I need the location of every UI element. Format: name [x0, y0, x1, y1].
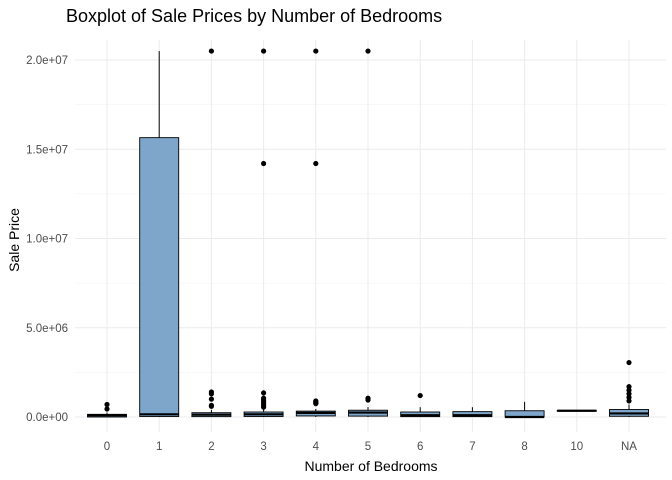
y-tick-label: 5.0e+06	[26, 323, 68, 335]
outlier-point	[104, 406, 110, 412]
x-tick-label: 5	[365, 441, 371, 453]
x-tick-label: NA	[621, 441, 637, 453]
x-tick-label: 7	[469, 441, 475, 453]
outlier-point	[208, 402, 214, 408]
x-axis-ticks: 0 1 2 3 4 5 6 7 8 10 NA	[104, 441, 638, 453]
outlier-point	[261, 390, 267, 396]
y-tick-label: 0.0e+00	[26, 412, 68, 424]
box-0	[87, 401, 127, 418]
outlier-point	[626, 359, 632, 366]
outlier-point	[417, 392, 423, 399]
y-tick-label: 1.5e+07	[26, 144, 68, 156]
y-axis-ticks: 0.0e+00 5.0e+06 1.0e+07 1.5e+07 2.0e+07	[26, 55, 68, 424]
outlier-point	[208, 48, 214, 54]
box-5	[348, 48, 388, 417]
y-tick-label: 2.0e+07	[26, 55, 68, 67]
outlier-point	[313, 398, 319, 404]
x-axis-title: Number of Bedrooms	[304, 458, 437, 474]
outlier-point	[626, 394, 632, 400]
outlier-point	[208, 389, 214, 395]
x-tick-label: 2	[208, 441, 214, 453]
outlier-point	[626, 387, 632, 393]
box-6	[400, 392, 441, 418]
box-1	[139, 51, 180, 417]
x-tick-label: 0	[104, 441, 110, 453]
outlier-point	[104, 401, 110, 408]
x-tick-label: 6	[417, 441, 423, 453]
outlier-point	[626, 384, 632, 390]
outlier-point	[261, 160, 267, 167]
y-tick-label: 1.0e+07	[26, 234, 68, 246]
outlier-point	[626, 398, 632, 404]
outlier-point	[365, 395, 371, 401]
box-4	[295, 48, 336, 417]
box-3	[243, 48, 284, 417]
x-tick-label: 3	[260, 441, 266, 453]
box-7	[452, 407, 493, 418]
outlier-point	[208, 396, 214, 402]
outlier-point	[626, 391, 632, 397]
box-NA	[609, 359, 649, 417]
outlier-point	[313, 48, 319, 54]
x-tick-label: 10	[570, 441, 583, 453]
box-2	[191, 48, 232, 418]
outlier-point	[261, 395, 267, 401]
iqr-box	[139, 137, 180, 417]
x-tick-label: 1	[156, 441, 162, 453]
outlier-point	[313, 160, 319, 167]
x-tick-label: 4	[313, 441, 320, 453]
outlier-point	[261, 48, 267, 54]
y-axis-title: Sale Price	[6, 208, 22, 272]
box-10	[556, 409, 597, 412]
x-tick-label: 8	[521, 441, 527, 453]
box-8	[504, 401, 545, 419]
chart-title: Boxplot of Sale Prices by Number of Bedr…	[66, 6, 442, 26]
boxes	[87, 48, 649, 419]
outlier-point	[365, 48, 371, 54]
